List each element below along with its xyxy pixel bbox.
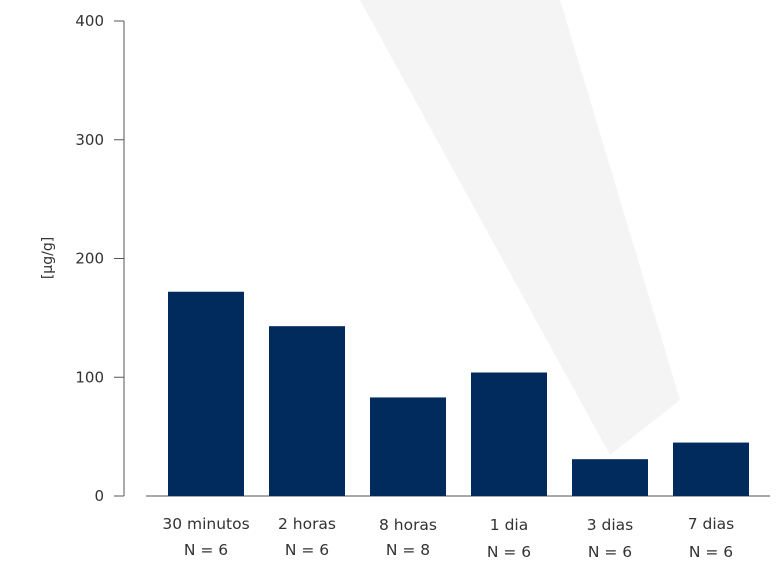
x-tick-sublabel: N = 8 <box>386 541 430 559</box>
y-tick-label: 300 <box>75 131 104 149</box>
x-tick-label: 30 minutos <box>162 515 249 533</box>
x-tick-sublabel: N = 6 <box>487 543 531 561</box>
x-tick-sublabel: N = 6 <box>588 543 632 561</box>
bars <box>168 291 749 496</box>
x-tick-sublabel: N = 6 <box>689 543 733 561</box>
bar <box>471 372 547 496</box>
y-tick-label: 200 <box>75 250 104 268</box>
x-tick-sublabel: N = 6 <box>285 541 329 559</box>
background-watermark-shape <box>360 0 680 455</box>
bar <box>269 326 345 496</box>
y-axis-title: [µg/g] <box>40 237 56 279</box>
x-tick-labels: 30 minutos N = 6 2 horas N = 6 8 horas N = 8 1… <box>162 515 734 561</box>
x-tick-label: 3 dias <box>587 516 634 534</box>
x-tick-label: 1 dia <box>490 516 528 534</box>
x-tick-label: 8 horas <box>379 516 437 534</box>
bar <box>673 442 749 496</box>
y-tick-label: 100 <box>75 368 104 386</box>
y-tick-label: 400 <box>75 12 104 30</box>
bar <box>572 459 648 496</box>
bar <box>370 397 446 496</box>
x-tick-label: 7 dias <box>688 515 735 533</box>
y-tick-label: 0 <box>94 487 104 505</box>
x-tick-sublabel: N = 6 <box>184 541 228 559</box>
y-axis: 0 100 200 300 400 <box>75 12 125 505</box>
bar <box>168 291 244 496</box>
x-tick-label: 2 horas <box>278 515 336 533</box>
